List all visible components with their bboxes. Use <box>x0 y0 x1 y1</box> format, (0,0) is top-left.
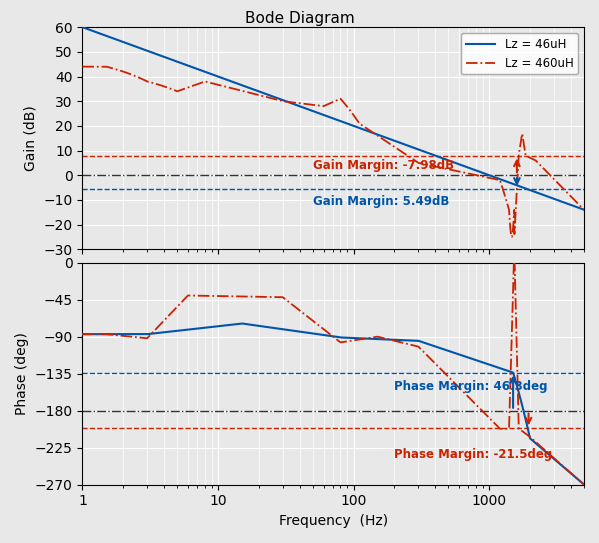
Legend: Lz = 46uH, Lz = 460uH: Lz = 46uH, Lz = 460uH <box>461 33 578 74</box>
Lz = 460uH <box>580 206 588 213</box>
X-axis label: Frequency  (Hz): Frequency (Hz) <box>279 514 388 528</box>
Lz = 460uH <box>271 96 279 103</box>
Lz = 460uH <box>517 142 524 149</box>
Text: Gain Margin: -7.98dB: Gain Margin: -7.98dB <box>313 159 454 172</box>
Lz = 46uH <box>79 24 86 30</box>
Lz = 46uH <box>516 183 524 190</box>
Text: Bode Diagram: Bode Diagram <box>244 11 355 26</box>
Lz = 460uH <box>79 64 86 70</box>
Y-axis label: Phase (deg): Phase (deg) <box>15 332 29 415</box>
Lz = 46uH <box>136 45 143 51</box>
Lz = 460uH <box>136 74 143 81</box>
Lz = 46uH <box>166 55 173 62</box>
Lz = 460uH <box>293 99 300 106</box>
Text: Gain Margin: 5.49dB: Gain Margin: 5.49dB <box>313 195 449 208</box>
Lz = 46uH <box>580 206 588 213</box>
Text: Phase Margin: -21.5deg: Phase Margin: -21.5deg <box>394 449 553 462</box>
Lz = 46uH <box>293 102 300 109</box>
Text: Phase Margin: 46.3deg: Phase Margin: 46.3deg <box>394 380 548 393</box>
Lz = 46uH <box>271 94 279 100</box>
Lz = 460uH <box>508 233 515 240</box>
Lz = 46uH <box>570 203 577 210</box>
Y-axis label: Gain (dB): Gain (dB) <box>24 105 38 171</box>
Lz = 460uH <box>571 197 578 203</box>
Line: Lz = 46uH: Lz = 46uH <box>83 27 584 210</box>
Lz = 460uH <box>166 85 173 92</box>
Line: Lz = 460uH: Lz = 460uH <box>83 67 584 237</box>
